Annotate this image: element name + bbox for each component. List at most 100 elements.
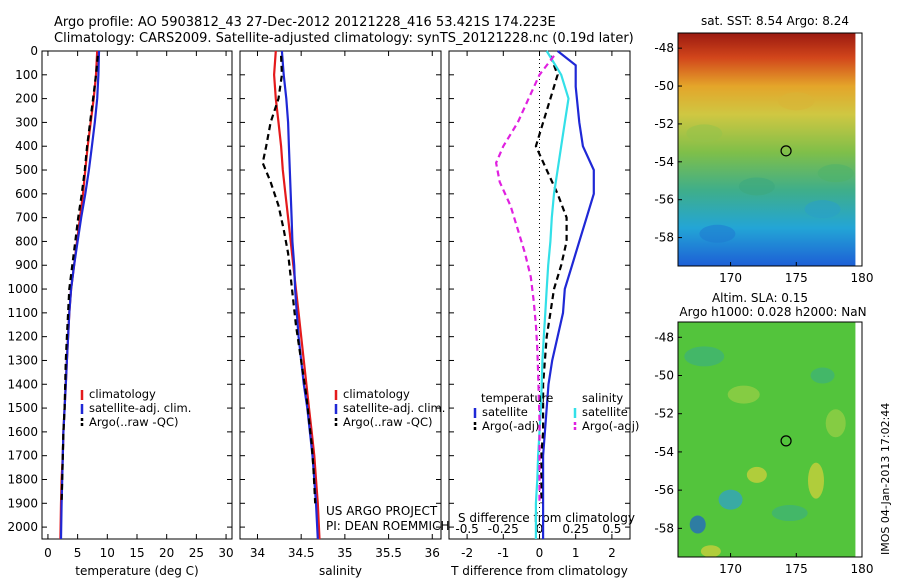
top-tick-label: 0 bbox=[536, 522, 544, 536]
no-data-strip bbox=[855, 322, 862, 557]
sla-patch bbox=[810, 367, 835, 384]
x-tick-label: 36 bbox=[425, 546, 440, 560]
legend-entry: satellite bbox=[582, 405, 628, 419]
sla-patch bbox=[825, 409, 846, 438]
sla-patch bbox=[684, 346, 725, 367]
map-x-tick-label: 175 bbox=[785, 562, 808, 576]
y-tick-label: 900 bbox=[15, 258, 38, 272]
header-line-2: Climatology: CARS2009. Satellite-adjuste… bbox=[54, 31, 634, 46]
sla-patch bbox=[808, 462, 824, 499]
map-subtitle: Argo h1000: 0.028 h2000: NaN bbox=[679, 305, 866, 319]
series-line bbox=[60, 55, 99, 504]
x-tick-label: -2 bbox=[461, 546, 473, 560]
top-tick-label: 0.25 bbox=[562, 522, 589, 536]
imos-timestamp: IMOS 04-Jan-2013 17:02:44 bbox=[879, 403, 892, 555]
sst-blotch bbox=[738, 177, 775, 196]
x-tick-label: 2 bbox=[608, 546, 616, 560]
sst-map-panel: 170 175 180 -48 -50 -52 -54 -56 -58 sat. SST: 8.5… bbox=[654, 14, 873, 285]
project-credit: US ARGO PROJECT bbox=[326, 504, 438, 518]
x-axis-label: T difference from climatology bbox=[450, 564, 628, 578]
map-y-tick-label: -50 bbox=[654, 79, 674, 93]
sst-blotch bbox=[686, 124, 723, 143]
series-line bbox=[280, 50, 319, 540]
map-y-tick-label: -52 bbox=[654, 407, 674, 421]
legend-entry: Argo(..raw -QC) bbox=[89, 415, 179, 429]
legend-entry: satellite-adj. clim. bbox=[343, 401, 445, 415]
y-tick-label: 2000 bbox=[7, 520, 38, 534]
sla-patch bbox=[771, 505, 808, 522]
x-tick-label: 10 bbox=[100, 546, 115, 560]
map-x-tick-label: 170 bbox=[719, 271, 742, 285]
y-tick-label: 400 bbox=[15, 139, 38, 153]
y-tick-label: 1600 bbox=[7, 425, 38, 439]
map-x-tick-label: 180 bbox=[851, 562, 874, 576]
y-tick-label: 1300 bbox=[7, 353, 38, 367]
map-frame bbox=[677, 321, 863, 558]
y-tick-label: 1800 bbox=[7, 472, 38, 486]
map-y-tick-label: -58 bbox=[654, 231, 674, 245]
salinity-panel: 34 34.5 35 35.5 36 salinity climatologysatelli… bbox=[239, 50, 445, 578]
x-tick-label: 35 bbox=[337, 546, 352, 560]
y-tick-label: 1100 bbox=[7, 306, 38, 320]
sst-blotch bbox=[804, 200, 841, 219]
x-tick-label: 1 bbox=[572, 546, 580, 560]
map-y-tick-label: -52 bbox=[654, 117, 674, 131]
x-tick-label: 15 bbox=[129, 546, 144, 560]
map-y-tick-label: -58 bbox=[654, 521, 674, 535]
y-tick-label: 1200 bbox=[7, 330, 38, 344]
no-data-strip bbox=[855, 33, 862, 266]
legend-entry: satellite bbox=[482, 405, 528, 419]
temperature-panel: 0 5 10 15 20 25 300100200300400500600700800900… bbox=[7, 44, 233, 578]
map-title: sat. SST: 8.54 Argo: 8.24 bbox=[701, 14, 849, 28]
legend-title-salinity: salinity bbox=[582, 391, 623, 405]
series-line bbox=[261, 55, 317, 504]
x-tick-label: 34.5 bbox=[288, 546, 315, 560]
sla-patch bbox=[689, 515, 706, 534]
y-tick-label: 100 bbox=[15, 68, 38, 82]
sla-patch bbox=[718, 489, 743, 510]
sla-patch bbox=[746, 466, 767, 483]
series-line bbox=[494, 55, 555, 504]
legend-entry: Argo(..raw -QC) bbox=[343, 415, 433, 429]
legend-entry: climatology bbox=[89, 387, 156, 401]
y-tick-label: 1000 bbox=[7, 282, 38, 296]
y-tick-label: 600 bbox=[15, 187, 38, 201]
y-tick-label: 200 bbox=[15, 92, 38, 106]
y-tick-label: 500 bbox=[15, 163, 38, 177]
argo-position-marker bbox=[780, 435, 792, 447]
map-y-tick-label: -56 bbox=[654, 193, 674, 207]
header-line-1: Argo profile: AO 5903812_43 27-Dec-2012 … bbox=[54, 15, 556, 30]
x-tick-label: -1 bbox=[497, 546, 509, 560]
x-axis-label: salinity bbox=[319, 564, 362, 578]
y-tick-label: 300 bbox=[15, 115, 38, 129]
legend-title-temperature: temperature bbox=[481, 391, 553, 405]
y-tick-label: 800 bbox=[15, 234, 38, 248]
y-tick-label: 1400 bbox=[7, 377, 38, 391]
map-y-tick-label: -54 bbox=[654, 155, 674, 169]
legend-entry: Argo(-adj) bbox=[482, 419, 539, 433]
series-line bbox=[541, 50, 595, 539]
x-tick-label: 5 bbox=[74, 546, 82, 560]
map-frame bbox=[677, 32, 863, 267]
x-tick-label: 35.5 bbox=[375, 546, 402, 560]
series-line bbox=[534, 55, 568, 504]
top-tick-label: -0.25 bbox=[488, 522, 519, 536]
y-tick-label: 1500 bbox=[7, 401, 38, 415]
plot-frame bbox=[41, 50, 233, 540]
sla-map-panel: 170 175 180 -48 -50 -52 -54 -56 -58 Altim. SLA: 0… bbox=[654, 291, 873, 576]
x-tick-label: 0 bbox=[536, 546, 544, 560]
y-tick-label: 1900 bbox=[7, 496, 38, 510]
map-y-tick-label: -56 bbox=[654, 483, 674, 497]
plot-frame bbox=[239, 50, 442, 540]
sst-blotch bbox=[817, 164, 854, 183]
x-tick-label: 25 bbox=[189, 546, 204, 560]
map-x-tick-label: 175 bbox=[785, 271, 808, 285]
top-axis-label: S difference from climatology bbox=[458, 511, 635, 525]
map-y-tick-label: -50 bbox=[654, 368, 674, 382]
top-tick-label: -0.5 bbox=[455, 522, 478, 536]
map-x-tick-label: 170 bbox=[719, 562, 742, 576]
pi-credit: PI: DEAN ROEMMICH bbox=[326, 519, 449, 533]
y-tick-label: 1700 bbox=[7, 449, 38, 463]
legend-entry: satellite-adj. clim. bbox=[89, 401, 191, 415]
